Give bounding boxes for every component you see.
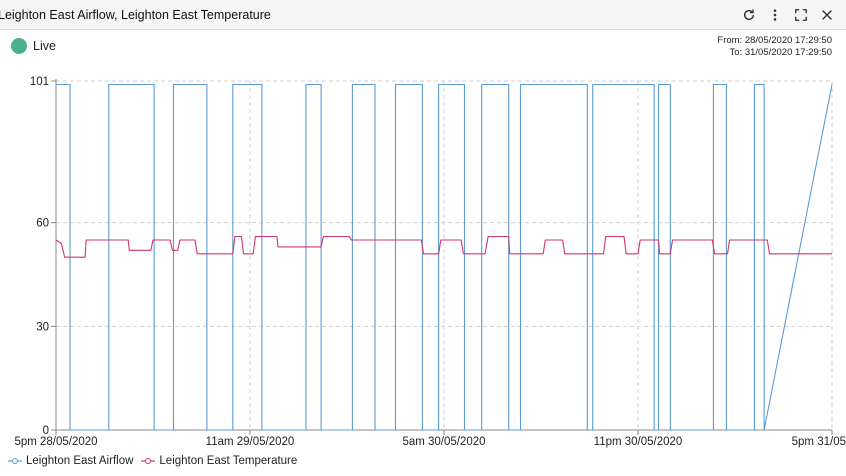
x-tick-label: 5pm 31/05 [792,436,846,448]
chart-legend: Leighton East Airflow Leighton East Temp… [8,455,305,467]
window-titlebar: Leighton East Airflow, Leighton East Tem… [0,0,846,30]
live-status-dot [11,38,27,54]
legend-item-airflow[interactable]: Leighton East Airflow [8,455,133,467]
live-label: Live [33,39,56,53]
range-to: To: 31/05/2020 17:29:50 [729,47,832,58]
y-tick-label: 0 [43,425,49,437]
more-vertical-icon[interactable] [764,5,786,25]
legend-marker-airflow-icon [8,458,22,464]
legend-marker-temperature-icon [141,458,156,464]
legend-label-temperature: Leighton East Temperature [159,455,298,467]
x-tick-label: 11pm 30/05/2020 [594,436,683,448]
legend-label-airflow: Leighton East Airflow [26,455,134,467]
close-icon[interactable] [816,5,838,25]
legend-item-temperature[interactable]: Leighton East Temperature [141,455,297,467]
temperature-series-line [55,235,832,258]
time-range: From: 28/05/2020 17:29:50 To: 31/05/2020… [717,35,832,59]
airflow-series-line [56,83,833,431]
y-tick-label: 30 [36,321,49,333]
fullscreen-icon[interactable] [790,5,812,25]
window-toolbar [738,5,838,25]
live-indicator[interactable]: Live [11,38,56,54]
refresh-icon[interactable] [738,5,760,25]
y-tick-label: 60 [36,218,49,230]
y-tick-label: 101 [30,76,49,88]
x-tick-label: 5am 30/05/2020 [402,436,485,448]
range-from: From: 28/05/2020 17:29:50 [717,35,832,46]
x-tick-label: 5pm 28/05/2020 [14,436,97,448]
window-title: Leighton East Airflow, Leighton East Tem… [0,8,271,22]
x-tick-label: 11am 29/05/2020 [206,436,295,448]
